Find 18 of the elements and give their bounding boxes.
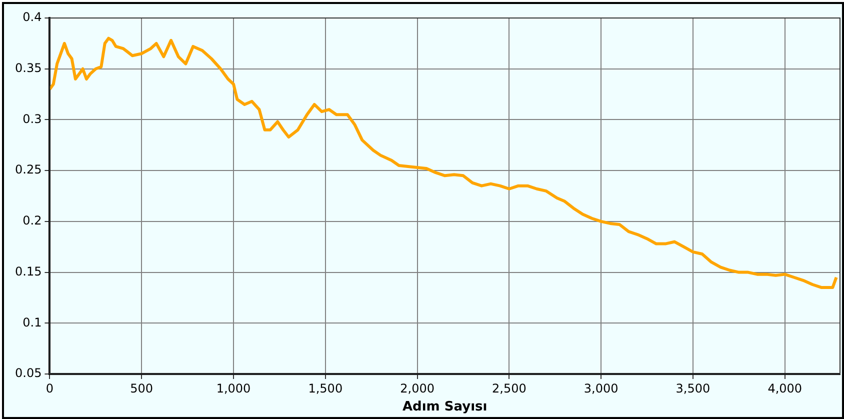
- x-tick-label: 3,000: [584, 381, 618, 396]
- x-tick-label: 500: [130, 381, 154, 396]
- x-tick-label: 1,000: [216, 381, 251, 396]
- x-axis-title: Adım Sayısı: [402, 400, 488, 415]
- y-tick-label: 0.05: [15, 366, 42, 380]
- x-tick-label: 3,500: [676, 381, 710, 396]
- x-tick-label: 2,500: [492, 381, 526, 396]
- x-tick-label: 2,000: [400, 381, 434, 396]
- x-tick-label: 0: [46, 381, 54, 396]
- y-tick-label: 0.3: [22, 112, 42, 126]
- y-tick-label: 0.2: [22, 214, 42, 228]
- y-tick-label: 0.35: [15, 60, 42, 75]
- x-tick-label: 1,500: [308, 381, 343, 396]
- y-tick-label: 0.15: [15, 264, 42, 278]
- y-tick-label: 0.4: [22, 10, 42, 24]
- y-tick-label: 0.1: [22, 315, 42, 330]
- y-tick-label: 0.25: [15, 162, 42, 177]
- x-tick-label: 4,000: [768, 381, 802, 396]
